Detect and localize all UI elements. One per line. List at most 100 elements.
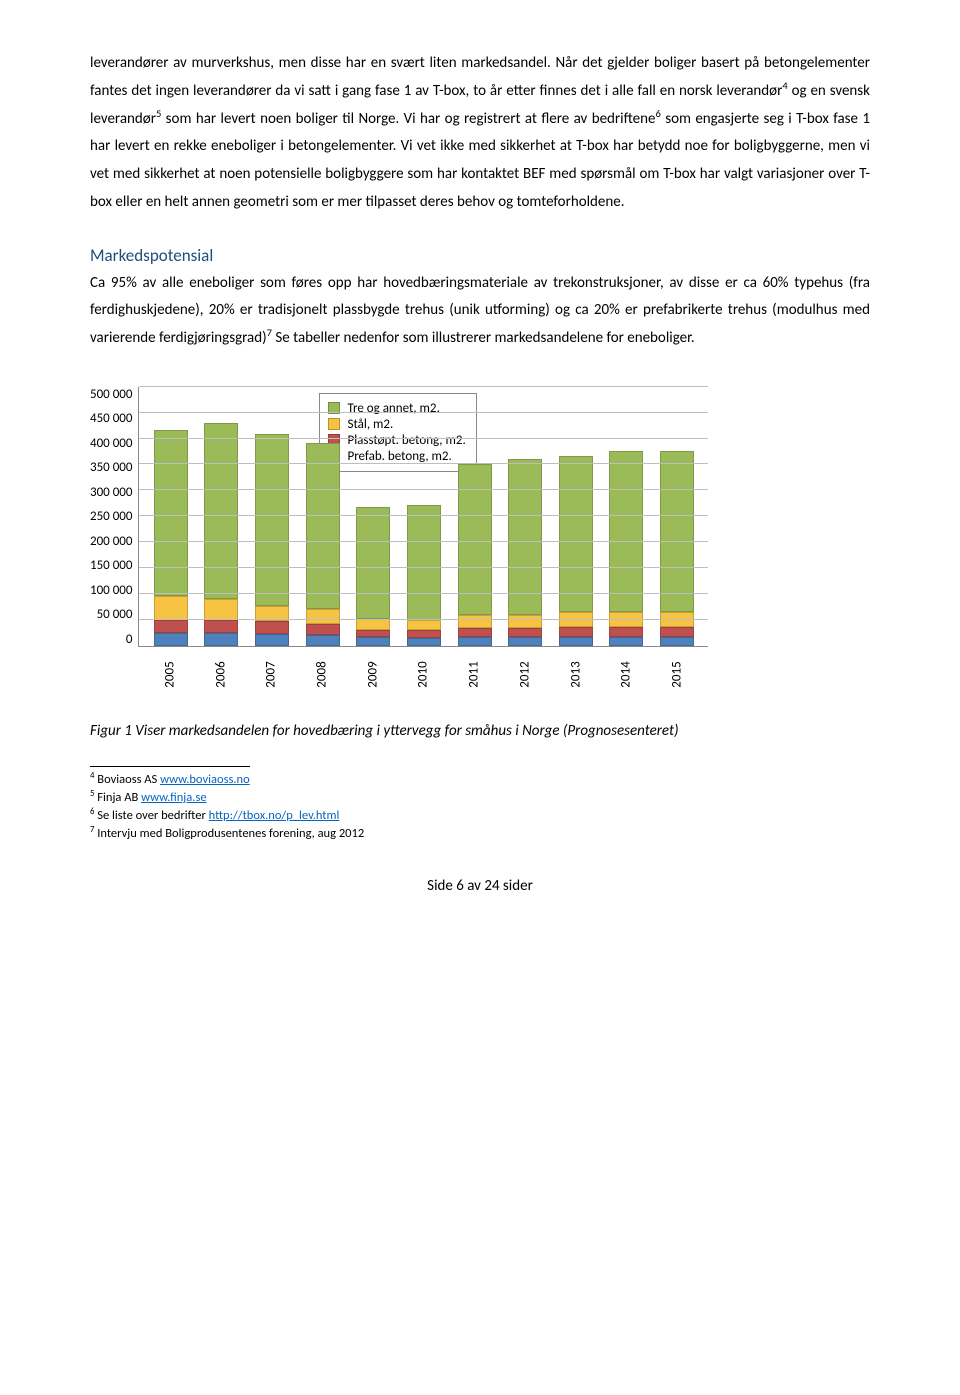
figure-caption: Figur 1 Viser markedsandelen for hovedbæ… xyxy=(90,722,870,740)
bar-segment-tre xyxy=(609,451,643,612)
x-tick: 2011 xyxy=(467,657,482,691)
bar-segment-prefab xyxy=(356,637,390,645)
y-tick: 200 000 xyxy=(90,534,132,549)
x-tick: 2007 xyxy=(264,657,279,691)
grid-line xyxy=(139,593,708,594)
footnote: 7 Intervju med Boligprodusentenes foreni… xyxy=(90,825,870,843)
bar-segment-prefab xyxy=(508,637,542,645)
bar-segment-stal xyxy=(154,596,188,619)
chart-container: 500 000 450 000 400 000 350 000 300 000 250 0… xyxy=(90,387,870,682)
bar-segment-plass xyxy=(255,621,289,634)
bar-segment-prefab xyxy=(154,633,188,646)
grid-line xyxy=(139,515,708,516)
footnote: 5 Finja AB www.finja.se xyxy=(90,789,870,807)
grid-line xyxy=(139,541,708,542)
x-tick: 2005 xyxy=(162,657,177,691)
bar-segment-prefab xyxy=(306,635,340,645)
footnote-num: 5 xyxy=(90,789,94,799)
bar-segment-plass xyxy=(609,627,643,637)
bar-column xyxy=(559,456,593,646)
y-tick: 0 xyxy=(126,632,133,647)
footnote-link[interactable]: http://tbox.no/p_lev.html xyxy=(209,808,340,823)
footnote: 4 Boviaoss AS www.boviaoss.no xyxy=(90,771,870,789)
bar-column xyxy=(306,443,340,646)
bar-segment-stal xyxy=(356,619,390,629)
grid-line xyxy=(139,619,708,620)
y-tick: 350 000 xyxy=(90,460,132,475)
y-tick: 150 000 xyxy=(90,558,132,573)
bar-segment-plass xyxy=(356,630,390,638)
bar-column xyxy=(255,434,289,646)
y-tick: 50 000 xyxy=(97,607,133,622)
bar-segment-stal xyxy=(458,615,492,628)
plot-area: Tre og annet, m2.Stål, m2.Plasstøpt. bet… xyxy=(138,387,708,647)
grid-line xyxy=(139,386,708,387)
grid-line xyxy=(139,489,708,490)
grid-line xyxy=(139,412,708,413)
bar-segment-stal xyxy=(407,620,441,630)
x-tick: 2009 xyxy=(365,657,380,691)
bar-segment-tre xyxy=(255,434,289,606)
y-tick: 500 000 xyxy=(90,387,132,402)
bar-segment-plass xyxy=(407,630,441,638)
bar-segment-prefab xyxy=(660,637,694,646)
bar-segment-plass xyxy=(306,624,340,635)
bar-column xyxy=(356,507,390,645)
paragraph-2: Ca 95% av alle eneboliger som føres opp … xyxy=(90,270,870,353)
footnote-link[interactable]: www.finja.se xyxy=(141,790,206,805)
bar-segment-stal xyxy=(306,609,340,624)
p1-a: leverandører av murverkshus, men disse h… xyxy=(90,54,870,100)
footnote: 6 Se liste over bedrifter http://tbox.no… xyxy=(90,807,870,825)
y-tick: 450 000 xyxy=(90,411,132,426)
bar-segment-plass xyxy=(660,627,694,637)
grid-line xyxy=(139,567,708,568)
x-tick: 2014 xyxy=(619,657,634,691)
p2-b: Se tabeller nedenfor som illustrerer mar… xyxy=(272,329,695,347)
bar-segment-prefab xyxy=(609,637,643,646)
footnote-link[interactable]: www.boviaoss.no xyxy=(160,772,250,787)
bar-segment-tre xyxy=(356,507,390,619)
bars-group xyxy=(139,387,708,646)
bar-segment-prefab xyxy=(458,637,492,645)
grid-line xyxy=(139,463,708,464)
bar-segment-plass xyxy=(458,628,492,637)
y-tick: 300 000 xyxy=(90,485,132,500)
bar-column xyxy=(609,451,643,646)
bar-column xyxy=(154,430,188,646)
x-tick: 2010 xyxy=(416,657,431,691)
bar-segment-tre xyxy=(407,505,441,619)
bar-segment-stal xyxy=(508,615,542,628)
bar-column xyxy=(407,505,441,645)
y-tick: 100 000 xyxy=(90,583,132,598)
bar-segment-plass xyxy=(154,620,188,633)
bar-column xyxy=(204,423,238,646)
footnote-num: 7 xyxy=(90,825,94,835)
footnote-separator xyxy=(90,766,250,767)
x-tick: 2008 xyxy=(315,657,330,691)
bar-segment-tre xyxy=(508,459,542,615)
footnotes: 4 Boviaoss AS www.boviaoss.no5 Finja AB … xyxy=(90,771,870,844)
x-tick: 2006 xyxy=(213,657,228,691)
y-axis: 500 000 450 000 400 000 350 000 300 000 250 0… xyxy=(90,387,138,647)
bar-segment-tre xyxy=(559,456,593,612)
bar-segment-plass xyxy=(508,628,542,637)
y-tick: 400 000 xyxy=(90,436,132,451)
bar-segment-tre xyxy=(306,443,340,609)
grid-line xyxy=(139,438,708,439)
bar-column xyxy=(508,459,542,646)
x-tick: 2012 xyxy=(517,657,532,691)
footnote-num: 6 xyxy=(90,807,94,817)
bar-segment-prefab xyxy=(407,638,441,646)
paragraph-1: leverandører av murverkshus, men disse h… xyxy=(90,50,870,217)
footnote-num: 4 xyxy=(90,771,94,781)
bar-segment-prefab xyxy=(204,633,238,645)
bar-segment-prefab xyxy=(559,637,593,646)
bar-segment-tre xyxy=(154,430,188,596)
bar-segment-plass xyxy=(204,620,238,633)
bar-segment-stal xyxy=(204,599,238,620)
y-tick: 250 000 xyxy=(90,509,132,524)
bar-segment-prefab xyxy=(255,634,289,645)
p1-c: som har levert noen boliger til Norge. V… xyxy=(161,110,655,128)
bar-column xyxy=(660,451,694,646)
x-tick: 2013 xyxy=(568,657,583,691)
